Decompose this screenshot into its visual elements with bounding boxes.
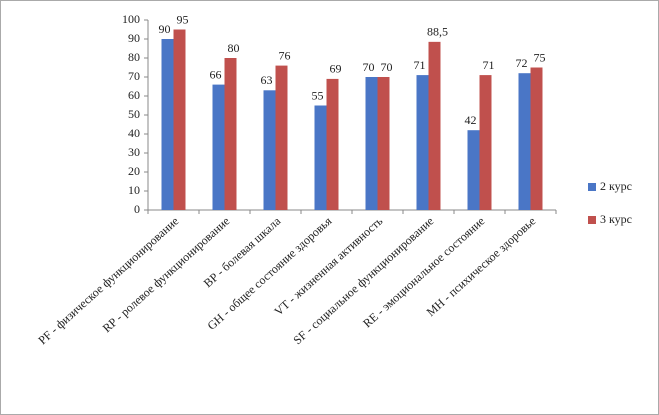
legend-label: 2 курс <box>600 179 632 193</box>
bar <box>377 77 390 210</box>
y-tick-label: 50 <box>128 107 140 121</box>
data-label: 75 <box>534 50 546 64</box>
bar <box>224 58 237 210</box>
data-label: 71 <box>483 58 495 72</box>
data-label: 70 <box>381 60 393 74</box>
legend-label: 3 курс <box>600 212 632 226</box>
bar <box>428 41 441 210</box>
data-label: 76 <box>279 48 291 62</box>
bar <box>365 77 378 210</box>
bar <box>314 105 327 210</box>
y-tick-label: 10 <box>128 183 140 197</box>
bar <box>518 73 531 210</box>
data-label: 63 <box>261 73 273 87</box>
y-tick-label: 100 <box>122 12 140 26</box>
bar <box>263 90 276 210</box>
bar <box>173 29 186 210</box>
bar <box>467 130 480 210</box>
bar <box>530 67 543 210</box>
bar <box>275 65 288 210</box>
data-label: 72 <box>516 56 528 70</box>
bar <box>326 78 339 211</box>
legend-swatch <box>588 216 596 224</box>
data-label: 66 <box>210 67 222 81</box>
bar <box>416 75 429 210</box>
bar <box>212 84 225 210</box>
data-label: 42 <box>465 113 477 127</box>
y-tick-label: 70 <box>128 69 140 83</box>
legend-swatch <box>588 183 596 191</box>
y-tick-label: 60 <box>128 88 140 102</box>
y-tick-label: 40 <box>128 126 140 140</box>
data-label: 71 <box>414 58 426 72</box>
bar <box>479 75 492 210</box>
y-tick-label: 30 <box>128 145 140 159</box>
data-label: 88,5 <box>427 25 448 39</box>
data-label: 55 <box>312 88 324 102</box>
data-label: 80 <box>228 41 240 55</box>
data-label: 69 <box>330 62 342 76</box>
data-label: 90 <box>159 22 171 36</box>
bar <box>161 39 174 210</box>
data-label: 95 <box>177 12 189 26</box>
y-tick-label: 20 <box>128 164 140 178</box>
y-tick-label: 80 <box>128 50 140 64</box>
y-tick-label: 90 <box>128 31 140 45</box>
y-tick-label: 0 <box>134 202 140 216</box>
data-label: 70 <box>363 60 375 74</box>
